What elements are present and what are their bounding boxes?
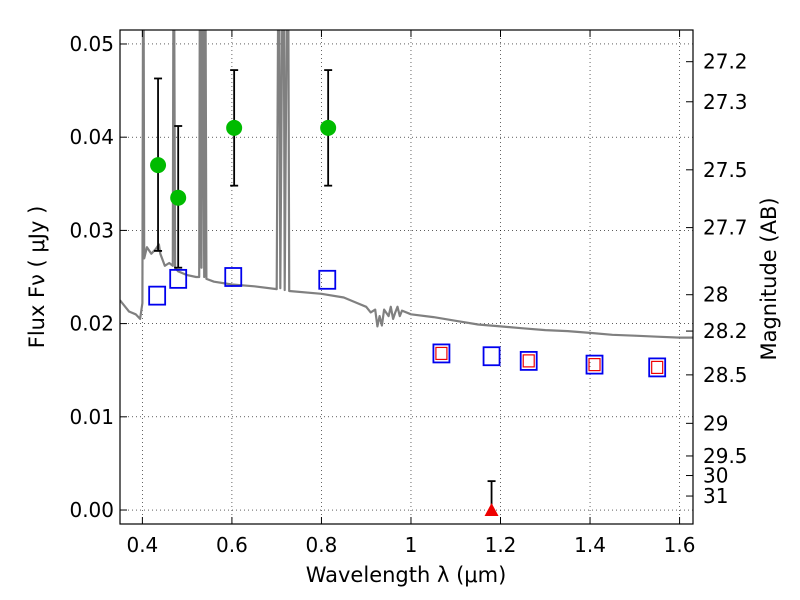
magnitude-tick-label: 27.3 (703, 90, 748, 114)
x-tick-label: 0.8 (306, 533, 338, 557)
observed-flux-point (320, 119, 337, 136)
model-flux-square (648, 357, 667, 378)
x-tick-label: 0.6 (216, 533, 248, 557)
model-flux-square (585, 354, 604, 375)
magnitude-tick-label: 27.5 (703, 158, 748, 182)
plot-frame (119, 29, 694, 525)
magnitude-tick-label: 28.2 (703, 319, 748, 343)
model-flux-square (519, 350, 538, 371)
plot-area (120, 30, 693, 517)
x-tick-label: 0.4 (126, 533, 158, 557)
x-tick-label: 1.6 (664, 533, 696, 557)
magnitude-tick-label: 29.5 (703, 444, 748, 468)
axes: 0.4 0.6 0.8 1 1.2 1.4 1.6 0.00 0.01 0.02 0.03 0.04 0… (69, 30, 748, 557)
magnitude-tick-label: 28.5 (703, 363, 748, 387)
magnitude-tick-label: 27.2 (703, 50, 748, 74)
upper-limit-marker (484, 503, 499, 517)
magnitude-tick-label: 31 (703, 484, 728, 508)
x-tick-label: 1.2 (485, 533, 517, 557)
observed-flux-point (170, 189, 187, 206)
x-tick-label: 1 (405, 533, 418, 557)
model-flux-inner-square (522, 354, 535, 368)
y2-axis-label: Magnitude (AB) (757, 197, 781, 360)
observed-flux-point (150, 157, 167, 174)
y-tick-label: 0.03 (69, 218, 114, 242)
model-flux-square (169, 268, 188, 289)
model-spectrum-line (120, 30, 693, 339)
magnitude-tick-label: 28 (703, 283, 728, 307)
y-axis-label: Flux Fν ( μJy ) (25, 206, 49, 349)
model-flux-square (318, 269, 337, 290)
model-flux-square (224, 267, 243, 287)
x-axis-label: Wavelength λ (μm) (306, 563, 507, 587)
y-tick-label: 0.05 (69, 32, 114, 56)
y-tick-label: 0.01 (69, 405, 114, 429)
magnitude-tick-label: 29 (703, 411, 728, 435)
magnitude-tick-label: 30 (703, 464, 728, 488)
y-tick-label: 0.04 (69, 125, 114, 149)
magnitude-tick-label: 27.7 (703, 216, 748, 240)
model-flux-square (148, 285, 167, 306)
y-tick-label: 0.02 (69, 312, 114, 336)
y-tick-label: 0.00 (69, 498, 114, 522)
model-flux-inner-square (435, 346, 448, 361)
model-flux-square (482, 346, 501, 367)
model-flux-inner-square (588, 358, 601, 372)
model-flux-square (432, 343, 451, 364)
observed-flux-point (226, 119, 243, 136)
model-flux-inner-square (651, 360, 664, 375)
x-tick-label: 1.4 (574, 533, 606, 557)
